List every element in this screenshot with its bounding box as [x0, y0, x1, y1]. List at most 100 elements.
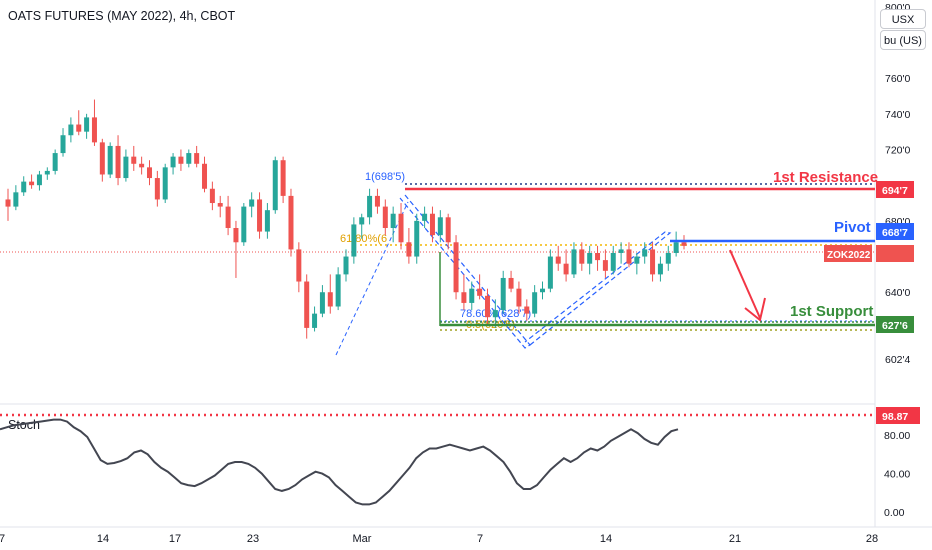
candle [272, 156, 278, 214]
candle-body [202, 163, 208, 189]
candle-body [673, 242, 679, 253]
candle-body [241, 206, 247, 243]
candle-body [21, 181, 27, 193]
unit-button[interactable]: bu (US) [880, 30, 926, 50]
time-tick-label: 14 [97, 533, 109, 545]
candle-body [437, 217, 443, 236]
candle [610, 245, 616, 275]
candle [99, 138, 105, 182]
candle [123, 149, 129, 182]
support-label: 1st Support [790, 303, 873, 320]
candle-body [571, 249, 577, 275]
candle [288, 188, 294, 257]
candle-body [131, 156, 137, 164]
candle [547, 249, 553, 293]
candle-body [68, 124, 74, 136]
candle-body [414, 220, 420, 257]
candle-body [610, 252, 616, 271]
candle-body [5, 199, 11, 207]
candle-body [587, 252, 593, 264]
stoch-axis-ticks: 80.00 40.00 0.00 [884, 430, 910, 519]
candle-body [445, 217, 451, 243]
candle-body [107, 145, 113, 175]
candle-body [626, 249, 632, 264]
candle [296, 242, 302, 293]
candle [390, 206, 396, 243]
candle [312, 306, 318, 332]
candle-body [367, 195, 373, 218]
candle [657, 256, 663, 282]
candle [555, 245, 561, 271]
candle-body [91, 117, 97, 143]
candle-body [312, 313, 318, 328]
candle [84, 113, 90, 139]
candle-body [139, 163, 145, 168]
candle [406, 228, 412, 264]
candle [194, 145, 200, 168]
time-tick-label: 23 [247, 533, 259, 545]
candle-body [170, 156, 176, 168]
price-tick-label: 760'0 [885, 73, 911, 85]
candle-body [642, 249, 648, 257]
candle [429, 206, 435, 243]
candle-body [217, 203, 223, 207]
candle [139, 156, 145, 175]
candle [414, 213, 420, 264]
svg-text:98.87: 98.87 [882, 411, 908, 423]
candle [154, 170, 160, 207]
candle [264, 203, 270, 239]
currency-button[interactable]: USX [880, 9, 926, 29]
stoch-line [0, 418, 679, 506]
symbol-tag: ZOK2022 [824, 245, 872, 262]
fib-label-1: 1(698'5) [365, 171, 405, 183]
candle-body [390, 213, 396, 229]
svg-text:ZOK2022: ZOK2022 [827, 250, 871, 261]
svg-text:694'7: 694'7 [882, 185, 908, 197]
candle [453, 235, 459, 300]
stoch-tag: 98.87 [876, 407, 920, 424]
chart-title: OATS FUTURES (MAY 2022), 4h, CBOT [8, 9, 236, 23]
time-tick-label: 17 [169, 533, 181, 545]
candle [422, 206, 428, 229]
price-tick-label: 740'0 [885, 109, 911, 121]
candle-body [249, 199, 255, 207]
candle-body [162, 167, 168, 200]
time-tick-label: Mar [353, 533, 372, 545]
candle [13, 185, 19, 211]
candle-body [351, 224, 357, 257]
candle [249, 192, 255, 218]
svg-text:668'7: 668'7 [882, 227, 908, 239]
candle [516, 281, 522, 314]
candle-body [84, 117, 90, 132]
candle [437, 210, 443, 243]
candle-body [563, 263, 569, 275]
candle-body [665, 252, 671, 264]
candle-body [602, 260, 608, 271]
candle [29, 174, 35, 189]
candle-body [492, 310, 498, 318]
candle-body [264, 210, 270, 232]
candle [304, 274, 310, 339]
candle-body [477, 288, 483, 296]
candle [351, 217, 357, 264]
candle [76, 110, 82, 136]
candle [60, 128, 66, 157]
candle-body [280, 160, 286, 196]
candle-body [500, 277, 506, 311]
candle [225, 195, 231, 236]
price-tick-label: 720'0 [885, 145, 911, 157]
candle [115, 135, 121, 186]
candle [540, 281, 546, 300]
candle [587, 245, 593, 275]
candle [202, 156, 208, 193]
fib-label-618: 61.80%(6 [340, 233, 387, 245]
candle [618, 242, 624, 264]
candle [634, 252, 640, 275]
candle-body [618, 249, 624, 253]
resistance-tag: 694'7 [876, 181, 914, 198]
candle-body [186, 153, 192, 164]
candle-body [453, 242, 459, 293]
candle [241, 203, 247, 246]
candle [477, 274, 483, 300]
